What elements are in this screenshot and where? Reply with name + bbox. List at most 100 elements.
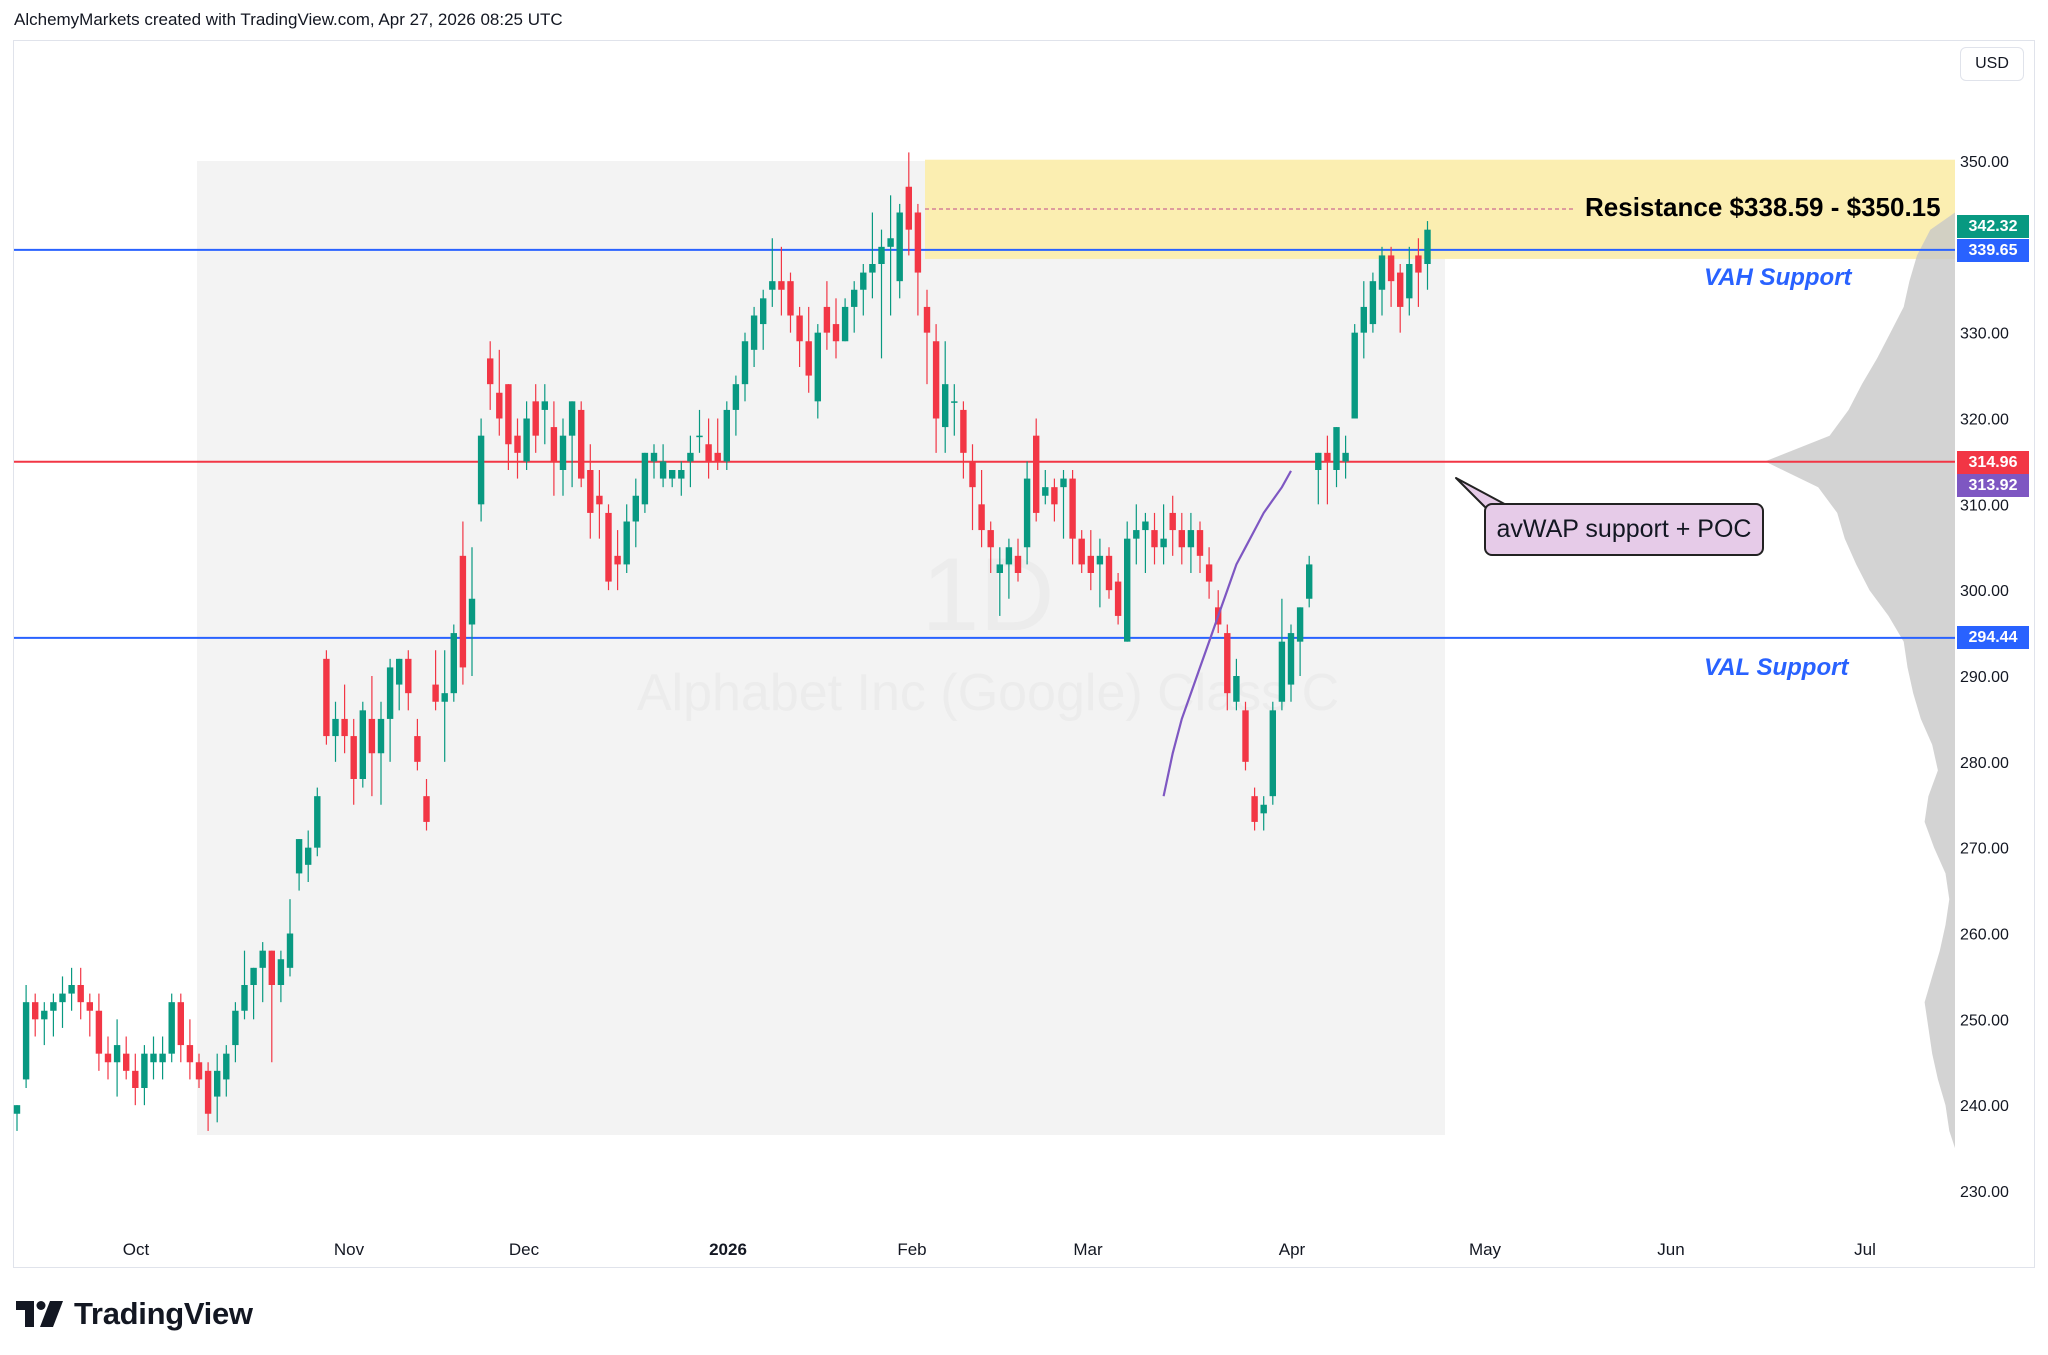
candle: [1142, 512, 1149, 573]
val-price-tag: 294.44: [1957, 626, 2029, 649]
candle: [41, 1002, 48, 1046]
candle-body: [878, 246, 885, 264]
candle-body: [705, 444, 712, 462]
candle: [341, 684, 348, 754]
candle: [559, 418, 567, 496]
y-tick-label: 350.00: [1960, 154, 2009, 171]
candle: [978, 470, 985, 548]
candle: [587, 444, 594, 539]
candle-body: [341, 718, 348, 737]
candle: [323, 650, 330, 745]
candle-body: [450, 633, 457, 694]
candle: [1187, 512, 1195, 573]
candle-body: [723, 409, 730, 462]
candle-body: [1096, 555, 1104, 565]
candle: [68, 967, 75, 1011]
candle-body: [914, 212, 922, 273]
candle: [1287, 624, 1295, 702]
candle: [86, 993, 93, 1037]
candle: [1360, 281, 1367, 359]
x-tick-label: Apr: [1279, 1240, 1306, 1259]
candle-body: [1069, 478, 1076, 539]
candle-body: [659, 461, 667, 479]
vah-support-label: VAH Support: [1704, 264, 1852, 291]
candle-body: [22, 1002, 30, 1080]
candle: [750, 306, 758, 367]
candle: [641, 452, 649, 513]
watermark-interval: 1D: [922, 537, 1055, 653]
candle: [932, 324, 940, 453]
candle: [805, 306, 812, 393]
candle-body: [405, 658, 412, 694]
candle-body: [277, 959, 285, 985]
candle: [1087, 530, 1094, 591]
candle-body: [1087, 555, 1094, 573]
candle-body: [1133, 530, 1140, 539]
y-tick-label: 320.00: [1960, 412, 2009, 429]
candle-body: [1178, 530, 1185, 548]
candle-body: [514, 435, 521, 453]
candle-body: [1351, 332, 1358, 419]
candle-body: [960, 409, 967, 453]
candle-body: [605, 512, 612, 582]
y-tick-label: 280.00: [1960, 755, 2009, 772]
candle: [150, 1036, 157, 1080]
candle-body: [587, 470, 594, 513]
candle-body: [95, 1010, 103, 1054]
candle: [1278, 598, 1286, 711]
candle: [914, 203, 922, 316]
candle: [386, 658, 394, 762]
candle-body: [104, 1053, 112, 1063]
candle: [1315, 452, 1322, 505]
candle-body: [1005, 547, 1013, 565]
candle-body: [32, 1002, 39, 1020]
candle: [1415, 238, 1422, 307]
chart-frame: [13, 40, 2035, 1268]
candle: [942, 341, 949, 453]
candle-body: [1114, 581, 1122, 616]
candle-body: [841, 306, 849, 342]
tradingview-logo[interactable]: TradingView: [16, 1296, 253, 1332]
candle: [605, 504, 612, 591]
candle: [95, 993, 103, 1071]
candle-body: [578, 409, 585, 479]
candle: [832, 298, 840, 359]
currency-button[interactable]: USD: [1960, 47, 2024, 81]
candle: [195, 1053, 203, 1088]
candle: [623, 504, 630, 573]
candle-body: [50, 1002, 57, 1011]
candle: [769, 238, 776, 307]
candle: [951, 384, 958, 436]
candle: [787, 272, 794, 333]
candle: [405, 650, 412, 711]
candle: [678, 461, 685, 496]
candle-body: [1051, 487, 1058, 505]
candle: [1051, 478, 1058, 522]
candle-body: [1397, 272, 1404, 307]
candle: [177, 993, 184, 1063]
candle: [168, 993, 175, 1063]
candle: [1424, 221, 1431, 290]
x-tick-label: Mar: [1073, 1240, 1103, 1259]
candle: [860, 264, 867, 316]
chart-credit: AlchemyMarkets created with TradingView.…: [14, 10, 563, 29]
candle-body: [1387, 255, 1395, 282]
candle: [314, 787, 321, 857]
candle: [1133, 504, 1140, 565]
candle-body: [932, 341, 940, 419]
x-tick-label: Jul: [1854, 1240, 1876, 1259]
candle-body: [769, 281, 776, 290]
candle-body: [1306, 564, 1313, 599]
candle: [578, 401, 585, 488]
candle: [1260, 796, 1267, 831]
candle: [1369, 272, 1377, 333]
candle-body: [1278, 641, 1286, 702]
candle-body: [596, 495, 603, 505]
candle: [77, 967, 84, 1020]
candle: [359, 701, 366, 788]
avwap-line[interactable]: [1162, 470, 1292, 797]
candle: [487, 341, 494, 410]
val-support-label: VAL Support: [1704, 654, 1849, 681]
candle: [32, 993, 39, 1037]
